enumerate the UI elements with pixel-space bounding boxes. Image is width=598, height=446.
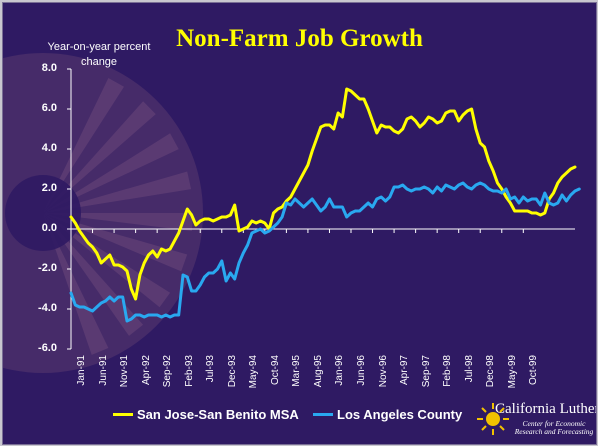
legend-item-san-jose: San Jose-San Benito MSA (113, 406, 299, 422)
seal-ray (43, 78, 124, 213)
x-tick-label: Jul-98 (463, 355, 475, 383)
seal-center (5, 175, 81, 251)
legend-label-san-jose: San Jose-San Benito MSA (137, 406, 299, 422)
y-tick-label: 4.0 (41, 142, 57, 154)
logo-center-name: Center for Economic Research and Forecas… (514, 419, 594, 436)
legend-swatch-blue (313, 412, 333, 416)
series-line-los-angeles (69, 181, 581, 323)
legend-item-los-angeles: Los Angeles County (313, 406, 462, 422)
y-tick-label: -4.0 (38, 302, 57, 314)
california-lutheran-logo: California Lutheran Center for Economic … (475, 399, 596, 443)
y-tick-label: 0.0 (41, 222, 57, 234)
seal-ray (43, 213, 109, 355)
y-tick-label: -2.0 (38, 262, 57, 274)
legend-swatch-yellow (113, 412, 133, 416)
background-seal-decoration (3, 53, 203, 373)
seal-ray (43, 171, 192, 213)
x-tick-label: Jun-91 (97, 355, 109, 386)
y-tick-label: 8.0 (41, 62, 57, 74)
seal-ray (43, 213, 144, 336)
y-tick-label: 2.0 (41, 182, 57, 194)
y-tick-label: 6.0 (41, 102, 57, 114)
legend-label-los-angeles: Los Angeles County (337, 406, 463, 422)
y-tick-label: -6.0 (38, 342, 57, 354)
y-axis-label: Year-on-year percent change (47, 41, 151, 68)
sun-logo-icon (477, 403, 509, 435)
chart-canvas (3, 53, 581, 373)
seal-ray (43, 133, 179, 213)
chart-title: Non-Farm Job Growth (176, 25, 423, 52)
logo-name: California Lutheran (495, 401, 596, 417)
series-line-san-jose (69, 87, 577, 301)
plot-area (67, 68, 581, 350)
x-tick-label: Jan-91 (76, 355, 87, 386)
